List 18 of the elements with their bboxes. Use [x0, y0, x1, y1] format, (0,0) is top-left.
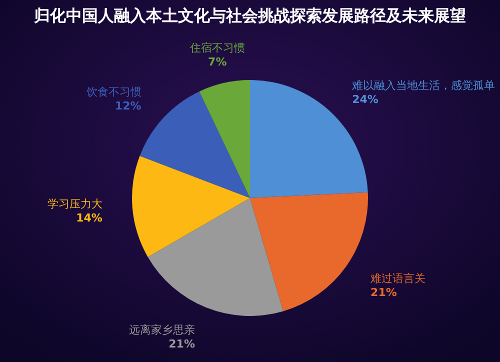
pie-slice — [140, 91, 250, 198]
pie-slice — [250, 192, 368, 312]
slice-label: 住宿不习惯 — [190, 42, 245, 55]
pie-slice — [132, 156, 250, 257]
pie-slice — [148, 198, 284, 316]
data-label: 14% — [76, 212, 102, 225]
data-label: 7% — [208, 56, 227, 69]
data-label: 21% — [370, 286, 397, 299]
data-label: 21% — [168, 337, 195, 350]
data-label: 24% — [352, 92, 378, 106]
slice-label: 饮食不习惯 — [85, 86, 142, 99]
chart-title: 归化中国人融入本土文化与社会挑战探索发展路径及未来展望 — [33, 6, 466, 25]
pie-slice — [199, 80, 250, 198]
slice-label: 难过语言关 — [370, 272, 426, 285]
data-label: 12% — [114, 100, 142, 113]
slice-label: 难以融入当地生活，感觉孤单 — [352, 78, 496, 92]
slice-label: 远离家乡思亲 — [128, 323, 195, 336]
slice-label: 学习压力大 — [47, 198, 102, 211]
